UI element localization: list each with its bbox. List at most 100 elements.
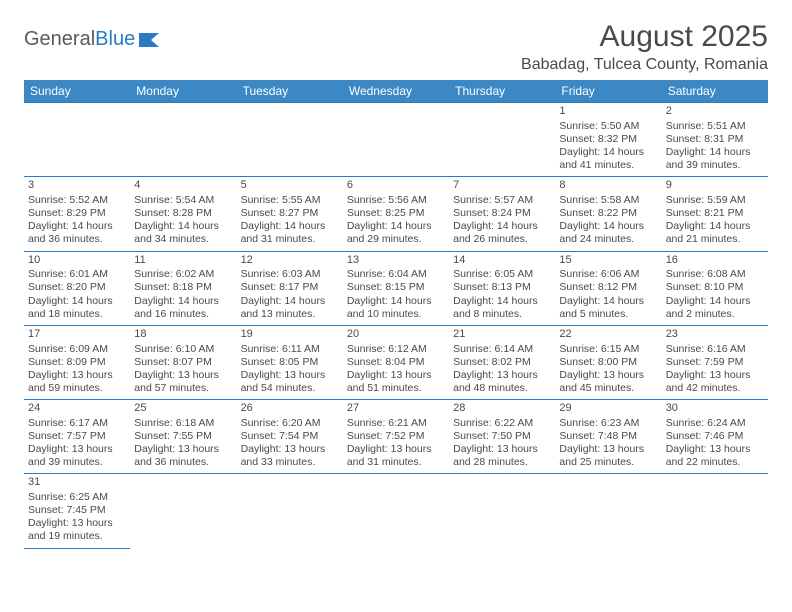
cell-sunrise: Sunrise: 5:58 AM: [559, 194, 657, 207]
cell-sunrise: Sunrise: 6:14 AM: [453, 343, 551, 356]
cell-sunset: Sunset: 7:55 PM: [134, 430, 232, 443]
cell-daylight2: and 24 minutes.: [559, 233, 657, 246]
day-number: 10: [28, 254, 126, 268]
day-number: 26: [241, 402, 339, 416]
calendar-cell: [237, 103, 343, 177]
cell-sunset: Sunset: 8:28 PM: [134, 207, 232, 220]
day-number: 2: [666, 105, 764, 119]
cell-daylight1: Daylight: 13 hours: [134, 443, 232, 456]
cell-sunrise: Sunrise: 6:01 AM: [28, 268, 126, 281]
weekday-header: Tuesday: [237, 80, 343, 103]
cell-sunset: Sunset: 8:22 PM: [559, 207, 657, 220]
cell-daylight2: and 33 minutes.: [241, 456, 339, 469]
calendar-cell: 29Sunrise: 6:23 AMSunset: 7:48 PMDayligh…: [555, 400, 661, 474]
cell-daylight1: Daylight: 14 hours: [28, 220, 126, 233]
calendar-cell: 8Sunrise: 5:58 AMSunset: 8:22 PMDaylight…: [555, 177, 661, 251]
calendar-cell: 12Sunrise: 6:03 AMSunset: 8:17 PMDayligh…: [237, 251, 343, 325]
cell-sunrise: Sunrise: 5:57 AM: [453, 194, 551, 207]
cell-daylight2: and 31 minutes.: [241, 233, 339, 246]
calendar-cell: 28Sunrise: 6:22 AMSunset: 7:50 PMDayligh…: [449, 400, 555, 474]
cell-sunset: Sunset: 7:59 PM: [666, 356, 764, 369]
day-number: 3: [28, 179, 126, 193]
calendar-cell: [130, 103, 236, 177]
day-number: 11: [134, 254, 232, 268]
cell-sunset: Sunset: 8:20 PM: [28, 281, 126, 294]
calendar-cell: 19Sunrise: 6:11 AMSunset: 8:05 PMDayligh…: [237, 325, 343, 399]
calendar-cell: 10Sunrise: 6:01 AMSunset: 8:20 PMDayligh…: [24, 251, 130, 325]
day-number: 12: [241, 254, 339, 268]
cell-sunset: Sunset: 7:52 PM: [347, 430, 445, 443]
weekday-header: Sunday: [24, 80, 130, 103]
calendar-cell: 26Sunrise: 6:20 AMSunset: 7:54 PMDayligh…: [237, 400, 343, 474]
cell-sunset: Sunset: 8:10 PM: [666, 281, 764, 294]
flag-icon: [137, 31, 165, 49]
calendar-row: 31Sunrise: 6:25 AMSunset: 7:45 PMDayligh…: [24, 474, 768, 548]
title-block: August 2025 Babadag, Tulcea County, Roma…: [521, 20, 768, 74]
cell-sunrise: Sunrise: 6:11 AM: [241, 343, 339, 356]
cell-daylight2: and 54 minutes.: [241, 382, 339, 395]
cell-sunrise: Sunrise: 5:51 AM: [666, 120, 764, 133]
calendar-cell: [237, 474, 343, 548]
calendar-row: 24Sunrise: 6:17 AMSunset: 7:57 PMDayligh…: [24, 400, 768, 474]
calendar-cell: 24Sunrise: 6:17 AMSunset: 7:57 PMDayligh…: [24, 400, 130, 474]
cell-sunrise: Sunrise: 6:21 AM: [347, 417, 445, 430]
calendar-cell: 23Sunrise: 6:16 AMSunset: 7:59 PMDayligh…: [662, 325, 768, 399]
cell-sunset: Sunset: 7:48 PM: [559, 430, 657, 443]
cell-daylight1: Daylight: 13 hours: [347, 369, 445, 382]
day-number: 17: [28, 328, 126, 342]
calendar-cell: 16Sunrise: 6:08 AMSunset: 8:10 PMDayligh…: [662, 251, 768, 325]
calendar-row: 1Sunrise: 5:50 AMSunset: 8:32 PMDaylight…: [24, 103, 768, 177]
calendar-cell: 13Sunrise: 6:04 AMSunset: 8:15 PMDayligh…: [343, 251, 449, 325]
cell-daylight2: and 31 minutes.: [347, 456, 445, 469]
cell-daylight2: and 16 minutes.: [134, 308, 232, 321]
cell-sunset: Sunset: 8:05 PM: [241, 356, 339, 369]
cell-sunrise: Sunrise: 6:23 AM: [559, 417, 657, 430]
cell-daylight1: Daylight: 14 hours: [559, 295, 657, 308]
cell-sunset: Sunset: 7:45 PM: [28, 504, 126, 517]
cell-daylight2: and 41 minutes.: [559, 159, 657, 172]
weekday-header: Saturday: [662, 80, 768, 103]
cell-daylight2: and 39 minutes.: [28, 456, 126, 469]
cell-sunrise: Sunrise: 6:02 AM: [134, 268, 232, 281]
calendar-row: 3Sunrise: 5:52 AMSunset: 8:29 PMDaylight…: [24, 177, 768, 251]
cell-sunset: Sunset: 8:15 PM: [347, 281, 445, 294]
cell-daylight1: Daylight: 13 hours: [666, 369, 764, 382]
calendar-cell: 25Sunrise: 6:18 AMSunset: 7:55 PMDayligh…: [130, 400, 236, 474]
cell-daylight2: and 8 minutes.: [453, 308, 551, 321]
cell-daylight1: Daylight: 14 hours: [241, 295, 339, 308]
cell-sunset: Sunset: 8:21 PM: [666, 207, 764, 220]
day-number: 16: [666, 254, 764, 268]
cell-sunset: Sunset: 8:09 PM: [28, 356, 126, 369]
cell-daylight2: and 51 minutes.: [347, 382, 445, 395]
cell-daylight1: Daylight: 14 hours: [453, 295, 551, 308]
cell-daylight2: and 19 minutes.: [28, 530, 126, 543]
cell-sunset: Sunset: 8:25 PM: [347, 207, 445, 220]
cell-daylight2: and 39 minutes.: [666, 159, 764, 172]
header: GeneralBlue August 2025 Babadag, Tulcea …: [24, 20, 768, 74]
cell-sunrise: Sunrise: 5:50 AM: [559, 120, 657, 133]
cell-sunrise: Sunrise: 6:05 AM: [453, 268, 551, 281]
cell-daylight1: Daylight: 14 hours: [347, 220, 445, 233]
cell-sunset: Sunset: 7:54 PM: [241, 430, 339, 443]
cell-sunrise: Sunrise: 6:06 AM: [559, 268, 657, 281]
cell-sunrise: Sunrise: 6:18 AM: [134, 417, 232, 430]
calendar-cell: 17Sunrise: 6:09 AMSunset: 8:09 PMDayligh…: [24, 325, 130, 399]
cell-daylight1: Daylight: 13 hours: [559, 369, 657, 382]
cell-daylight1: Daylight: 13 hours: [453, 443, 551, 456]
cell-daylight2: and 26 minutes.: [453, 233, 551, 246]
cell-daylight2: and 18 minutes.: [28, 308, 126, 321]
day-number: 14: [453, 254, 551, 268]
cell-daylight2: and 28 minutes.: [453, 456, 551, 469]
cell-daylight2: and 59 minutes.: [28, 382, 126, 395]
cell-daylight1: Daylight: 13 hours: [347, 443, 445, 456]
cell-sunset: Sunset: 8:00 PM: [559, 356, 657, 369]
cell-sunrise: Sunrise: 6:08 AM: [666, 268, 764, 281]
cell-daylight1: Daylight: 14 hours: [559, 220, 657, 233]
cell-daylight2: and 21 minutes.: [666, 233, 764, 246]
calendar-cell: 14Sunrise: 6:05 AMSunset: 8:13 PMDayligh…: [449, 251, 555, 325]
cell-daylight2: and 42 minutes.: [666, 382, 764, 395]
cell-sunset: Sunset: 8:32 PM: [559, 133, 657, 146]
cell-sunset: Sunset: 8:07 PM: [134, 356, 232, 369]
calendar-row: 10Sunrise: 6:01 AMSunset: 8:20 PM Dayligh…: [24, 251, 768, 325]
cell-daylight2: and 10 minutes.: [347, 308, 445, 321]
